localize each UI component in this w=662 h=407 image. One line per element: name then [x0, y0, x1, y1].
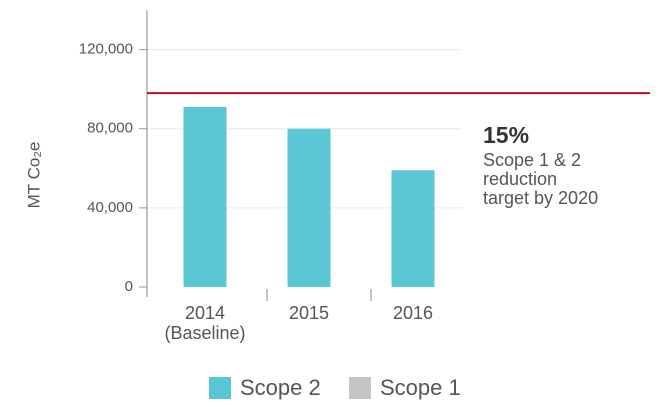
- legend-label: Scope 2: [240, 375, 321, 400]
- y-tick-label: 80,000: [87, 120, 133, 137]
- annotation-line: reduction: [483, 169, 558, 189]
- y-tick-label: 40,000: [87, 199, 133, 216]
- bar: [287, 128, 331, 287]
- y-tick-label: 0: [125, 278, 133, 295]
- legend-swatch: [349, 377, 371, 399]
- bar: [391, 170, 435, 287]
- annotation-line: Scope 1 & 2: [483, 150, 582, 170]
- x-tick-label: 2014 (Baseline): [164, 303, 246, 343]
- bar: [183, 106, 227, 287]
- legend-swatch: [209, 377, 231, 399]
- legend-label: Scope 1: [380, 375, 461, 400]
- annotation-line: target by 2020: [483, 188, 599, 208]
- y-tick-label: 120,000: [79, 41, 133, 58]
- annotation-headline: 15%: [483, 122, 530, 148]
- y-axis-label: MT Co₂e: [24, 142, 43, 209]
- x-tick-label: 2016: [392, 303, 434, 323]
- x-tick-label: 2015: [288, 303, 330, 323]
